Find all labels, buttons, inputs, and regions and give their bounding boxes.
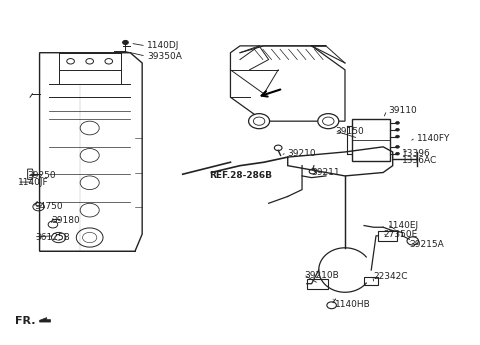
Text: 39350A: 39350A xyxy=(147,52,182,61)
Text: 39180: 39180 xyxy=(51,216,80,225)
Circle shape xyxy=(122,40,128,45)
Text: 39150: 39150 xyxy=(336,127,364,136)
Text: FR.: FR. xyxy=(15,316,35,326)
Text: 1140DJ: 1140DJ xyxy=(147,41,180,50)
Text: 1140EJ: 1140EJ xyxy=(388,221,419,230)
Circle shape xyxy=(396,152,399,155)
Polygon shape xyxy=(39,318,50,322)
Circle shape xyxy=(318,114,339,129)
Text: 1336AC: 1336AC xyxy=(402,156,437,165)
Text: 94750: 94750 xyxy=(35,202,63,211)
Text: 39211: 39211 xyxy=(312,168,340,177)
Text: 39215A: 39215A xyxy=(409,240,444,249)
Text: 1140JF: 1140JF xyxy=(18,178,48,187)
Text: 36125B: 36125B xyxy=(35,233,70,242)
Text: 1140FY: 1140FY xyxy=(417,134,450,143)
Text: 39110: 39110 xyxy=(388,106,417,115)
Text: 1140HB: 1140HB xyxy=(336,300,371,309)
Circle shape xyxy=(249,114,270,129)
Text: 13396: 13396 xyxy=(402,149,431,158)
Text: REF.28-286B: REF.28-286B xyxy=(209,171,272,180)
Text: 39250: 39250 xyxy=(28,171,56,180)
Text: 27350E: 27350E xyxy=(383,230,418,239)
Circle shape xyxy=(396,121,399,124)
Text: 39210B: 39210B xyxy=(304,271,339,280)
Circle shape xyxy=(396,128,399,131)
Circle shape xyxy=(396,146,399,148)
Text: 39210: 39210 xyxy=(288,149,316,158)
Text: 22342C: 22342C xyxy=(373,273,408,282)
Circle shape xyxy=(396,135,399,138)
